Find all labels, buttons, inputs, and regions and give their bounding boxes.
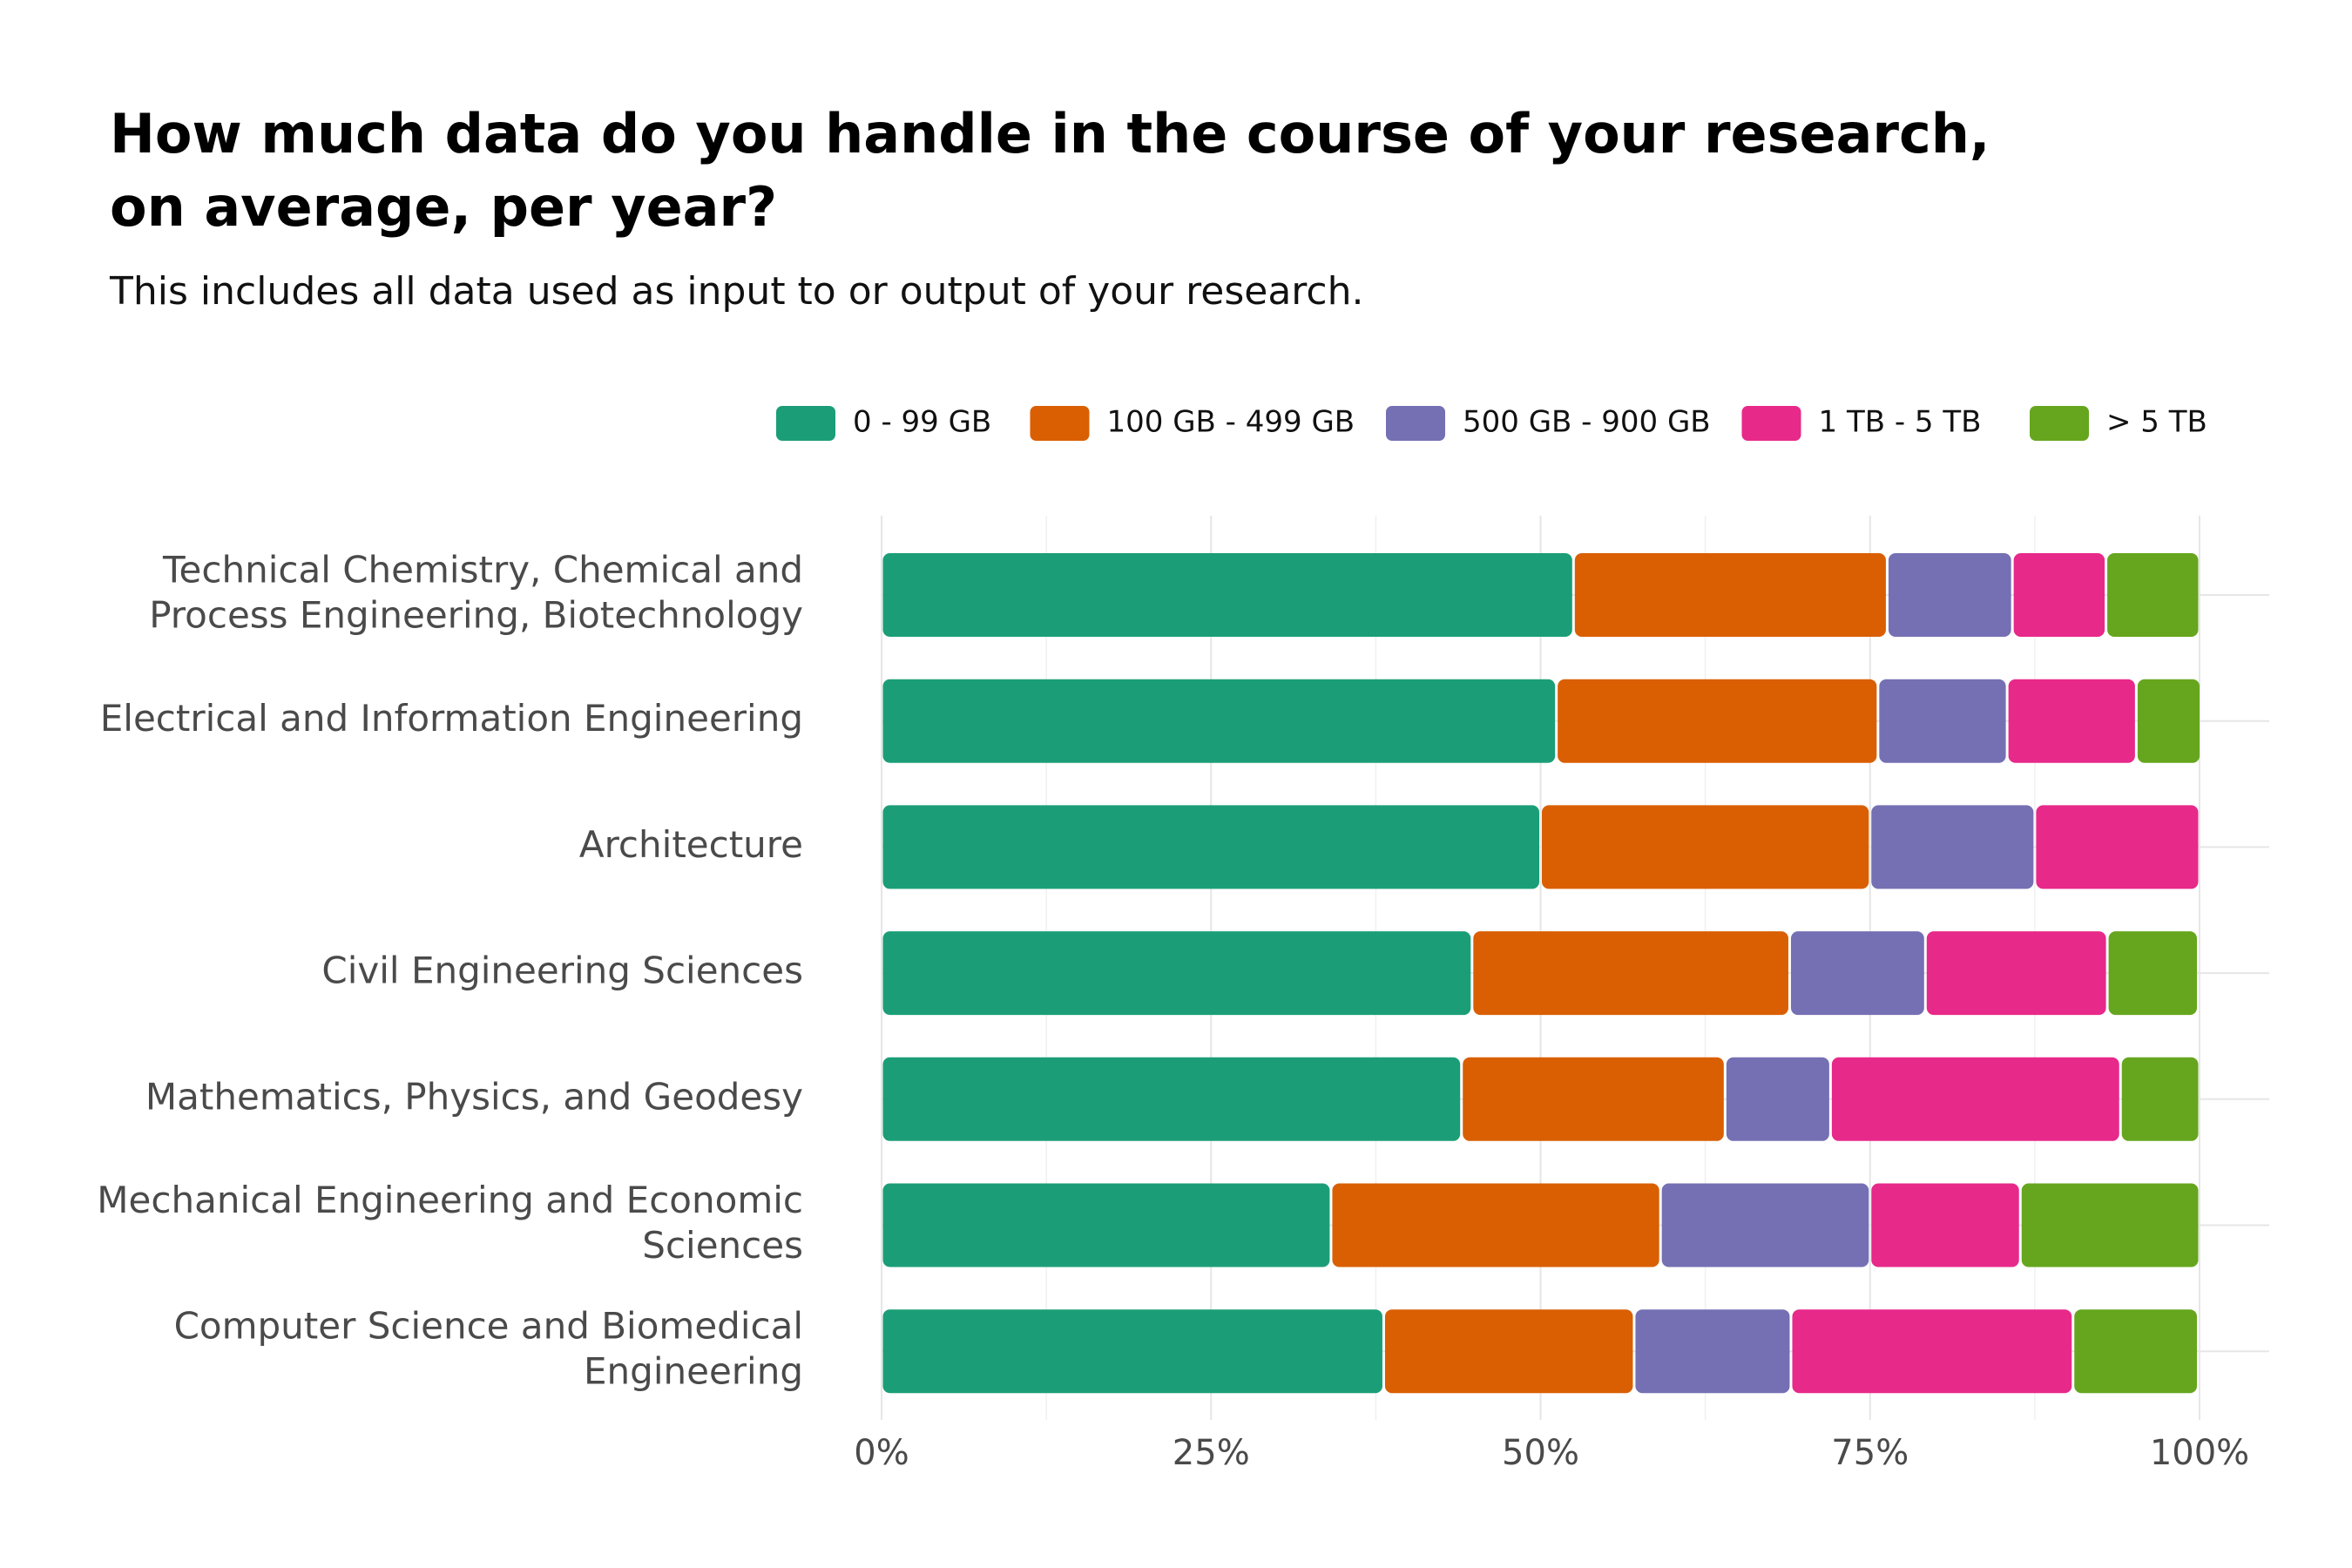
- legend-label: 500 GB - 900 GB: [1463, 405, 1711, 440]
- bar-segment: [1871, 805, 2034, 889]
- bar-segment: [1926, 931, 2106, 1016]
- category-label: Mechanical Engineering and Economic: [97, 1179, 803, 1221]
- bar-segment: [2008, 679, 2135, 763]
- bar-segment: [1790, 931, 1924, 1016]
- bar-segment: [882, 679, 1556, 763]
- bar-segment: [882, 805, 1539, 889]
- legend-swatch: [1741, 406, 1801, 441]
- category-label: Engineering: [584, 1350, 803, 1393]
- chart-subtitle: This includes all data used as input to …: [110, 269, 1364, 314]
- x-tick-label: 0%: [854, 1433, 909, 1473]
- bar-segment: [882, 553, 1572, 637]
- x-tick-label: 25%: [1173, 1433, 1250, 1473]
- category-labels: Technical Chemistry, Chemical andProcess…: [97, 549, 803, 1393]
- category-label: Technical Chemistry, Chemical and: [162, 549, 803, 591]
- legend-label: 0 - 99 GB: [853, 405, 991, 440]
- legend-swatch: [1030, 406, 1090, 441]
- legend-label: 1 TB - 5 TB: [1819, 405, 1982, 440]
- bar-segment: [2074, 1309, 2197, 1394]
- category-label: Sciences: [642, 1224, 803, 1267]
- x-tick-label: 75%: [1831, 1433, 1909, 1473]
- bar-segment: [1871, 1183, 2019, 1267]
- x-tick-label: 50%: [1502, 1433, 1579, 1473]
- legend-swatch: [2030, 406, 2089, 441]
- chart-title: How much data do you handle in the cours…: [110, 98, 2113, 244]
- bar-segment: [1463, 1057, 1724, 1141]
- bar-segment: [2121, 1057, 2199, 1141]
- bar-segment: [1574, 553, 1886, 637]
- bar-segment: [1792, 1309, 2072, 1394]
- chart-title-line-1: How much data do you handle in the cours…: [110, 102, 1990, 166]
- legend-label: 100 GB - 499 GB: [1107, 405, 1355, 440]
- legend-swatch: [776, 406, 835, 441]
- bar-segment: [2021, 1183, 2199, 1267]
- category-label: Civil Engineering Sciences: [321, 950, 803, 992]
- bar-segment: [2137, 679, 2200, 763]
- category-label: Mathematics, Physics, and Geodesy: [145, 1075, 803, 1118]
- bar-segment: [882, 1309, 1382, 1394]
- bar-segment: [882, 1183, 1330, 1267]
- chart-title-line-2: on average, per year?: [110, 175, 778, 239]
- bar-segment: [1879, 679, 2006, 763]
- bar-segment: [2108, 931, 2197, 1016]
- category-label: Process Engineering, Biotechnology: [149, 594, 803, 637]
- legend: 0 - 99 GB 100 GB - 499 GB 500 GB - 900 GB 1…: [776, 405, 2207, 441]
- x-tick-label: 100%: [2150, 1433, 2249, 1473]
- category-label: Computer Science and Biomedical: [174, 1305, 803, 1348]
- bar-segment: [882, 1057, 1461, 1141]
- bar-segment: [1888, 553, 2011, 637]
- bar-segment: [882, 931, 1471, 1016]
- bar-segment: [1473, 931, 1788, 1016]
- bar-segment: [2013, 553, 2105, 637]
- bar-segment: [1726, 1057, 1829, 1141]
- x-axis-ticks: 0% 25% 50% 75% 100%: [854, 1433, 2249, 1473]
- bars: [882, 553, 2200, 1394]
- category-label: Architecture: [579, 823, 803, 866]
- bar-segment: [1558, 679, 1877, 763]
- legend-swatch: [1386, 406, 1445, 441]
- legend-label: > 5 TB: [2106, 405, 2207, 440]
- bar-segment: [2036, 805, 2199, 889]
- bar-segment: [1831, 1057, 2119, 1141]
- bar-segment: [2107, 553, 2199, 637]
- bar-segment: [1542, 805, 1869, 889]
- category-label: Electrical and Information Engineering: [100, 697, 803, 740]
- bar-segment: [1661, 1183, 1869, 1267]
- bar-segment: [1635, 1309, 1790, 1394]
- bar-segment: [1384, 1309, 1633, 1394]
- bar-segment: [1332, 1183, 1659, 1267]
